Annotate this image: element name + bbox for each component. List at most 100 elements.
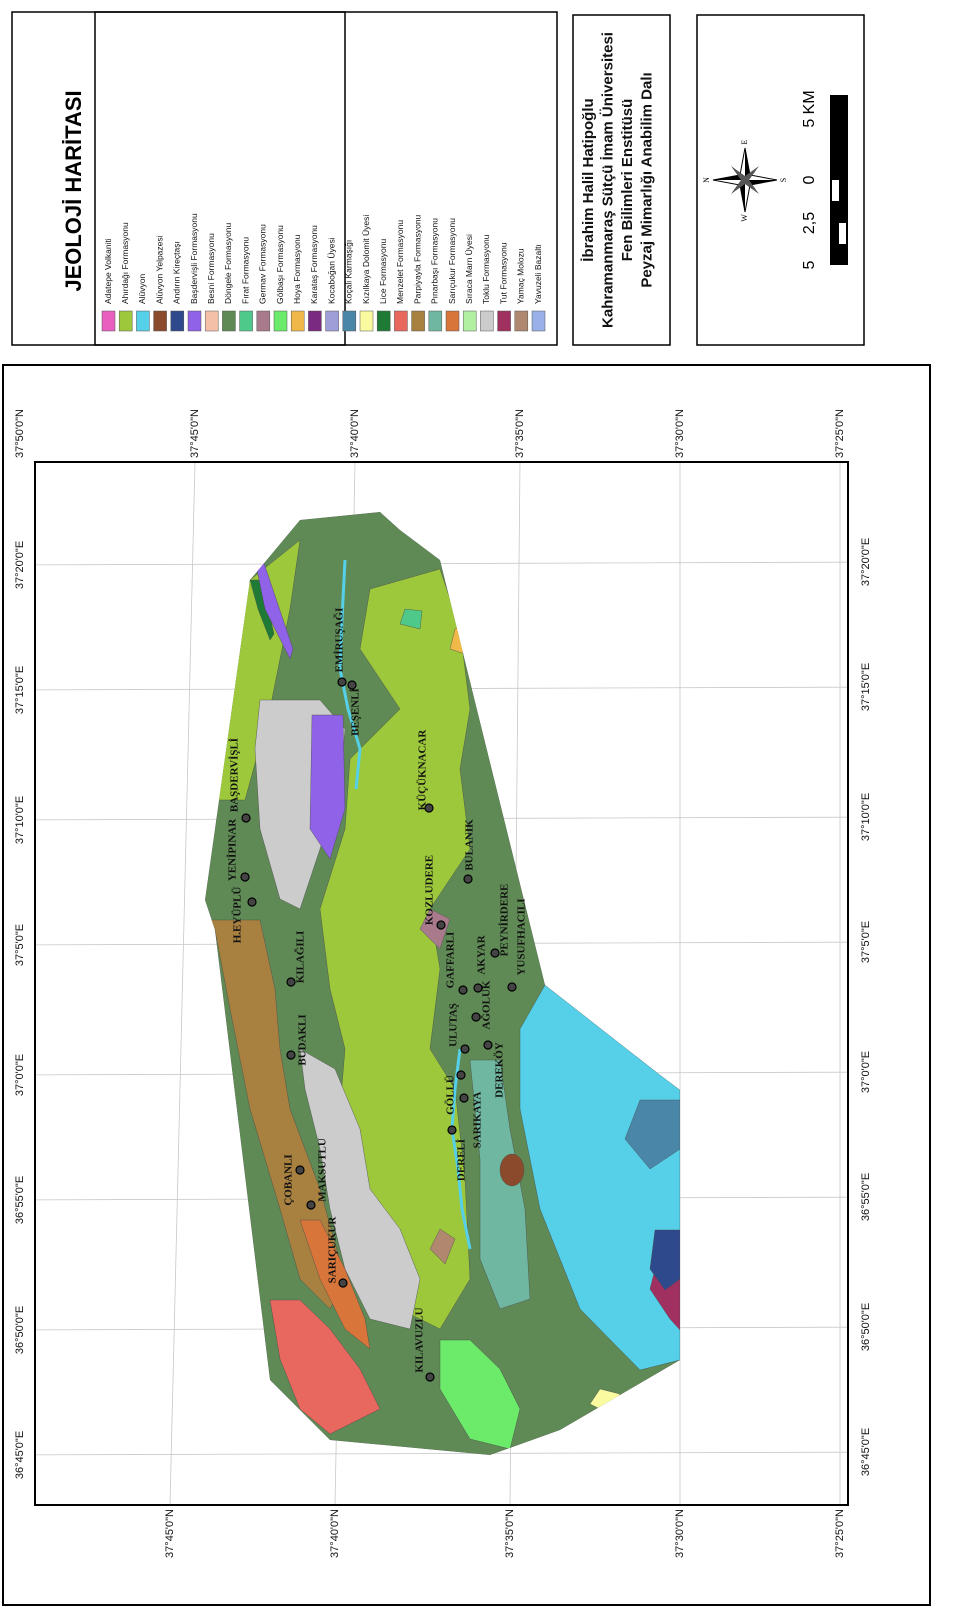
legend-label: Döngele Formasyonu [223, 222, 233, 304]
longitude-label: 37°15'0"E [860, 663, 872, 711]
place-label: YUSUFHACILI [516, 898, 528, 975]
latitude-label: 37°25'0"N [834, 1509, 846, 1558]
legend-label: Andırın Kireçtaşı [172, 241, 182, 304]
legend-label: Hoya Formasyonu [292, 234, 302, 304]
place-label: BEŞENLİ [350, 688, 362, 736]
legend-label: Kocaboğan Üyesi [326, 237, 336, 304]
scale-label: 2,5 [801, 212, 818, 234]
latitude-label: 37°45'0"N [164, 1509, 176, 1558]
place-dot [241, 873, 249, 881]
legend-label: Karataş Formasyonu [309, 225, 319, 304]
legend-label: Koçali Karmaşığı [344, 240, 354, 304]
credit-line: Peyzaj Mimarlığı Anabilim Dalı [638, 72, 655, 287]
credit-line: Fen Bilimleri Enstitüsü [619, 99, 636, 262]
place-label: PEYNİRDERE [499, 884, 511, 957]
scale-label: 5 [801, 260, 818, 269]
place-label: KOZLUDERE [424, 855, 436, 925]
legend-label: Toklu Formasyonu [481, 234, 491, 304]
latitude-label: 37°40'0"N [349, 409, 361, 458]
legend-label: Parpiyayla Formasyonu [412, 214, 422, 304]
legend-swatch [291, 311, 304, 331]
legend-label: Germav Formasyonu [258, 224, 268, 304]
latitude-label: 37°25'0"N [834, 409, 846, 458]
legend-swatch [446, 311, 459, 331]
latitude-label: 37°50'0"N [14, 409, 26, 458]
place-label: GAFFARLI [445, 932, 457, 989]
place-label: BUDAKLI [297, 1014, 309, 1065]
place-label: SARIKAYA [472, 1092, 484, 1149]
place-dot [472, 1013, 480, 1021]
scale-bar [830, 95, 848, 265]
map-title: JEOLOJİ HARİTASI [61, 90, 86, 291]
place-dot [437, 921, 445, 929]
map-sheet: BAŞDERVİŞLİYENİPINARH.EYÜPLÜKILAĞILIBUDA… [0, 0, 953, 1609]
place-dot [242, 814, 250, 822]
legend-label: Gölbaşı Formasyonu [275, 225, 285, 304]
place-dot [307, 1201, 315, 1209]
place-dot [461, 1045, 469, 1053]
place-label: ÇOBANLI [283, 1154, 295, 1205]
longitude-label: 37°5'0"E [14, 924, 26, 966]
credit-line: İbrahim Halil Hatipoğlu [580, 98, 597, 261]
longitude-label: 37°0'0"E [860, 1051, 872, 1093]
place-label: DEREKÖY [493, 1042, 506, 1098]
latitude-label: 37°35'0"N [504, 1509, 516, 1558]
place-dot [248, 898, 256, 906]
compass-rose: N E S W [702, 139, 788, 221]
legend-label: Pınarbaşı Formasyonu [430, 218, 440, 304]
map-layout: BAŞDERVİŞLİYENİPINARH.EYÜPLÜKILAĞILIBUDA… [0, 0, 953, 1609]
legend-swatch [377, 311, 390, 331]
legend-swatch [188, 311, 201, 331]
legend-swatch [119, 311, 132, 331]
place-label: EMİRUŞAĞI [333, 608, 346, 673]
legend-label: Ahırdağı Formasyonu [120, 222, 130, 304]
place-dot [338, 678, 346, 686]
legend-label: Kızılkaya Dolomit Üyesi [361, 215, 371, 304]
place-dot [464, 875, 472, 883]
legend-label: Tut Formasyonu [498, 242, 508, 304]
legend-label: Sarıçukur Formasyonu [447, 218, 457, 304]
place-label: AKYAR [476, 934, 488, 974]
parallel [170, 462, 195, 1505]
legend-swatch [343, 311, 356, 331]
place-label: H.EYÜPLÜ [231, 887, 244, 944]
longitude-label: 37°15'0"E [14, 666, 26, 714]
legend-label: Besni Formasyonu [206, 233, 216, 304]
compass-n: N [702, 177, 711, 183]
legend-swatch [205, 311, 218, 331]
legend-swatch [412, 311, 425, 331]
legend-swatch [498, 311, 511, 331]
legend-swatch [257, 311, 270, 331]
place-label: ULUTAŞ [448, 1003, 460, 1047]
place-label: YENİPINAR [227, 818, 239, 881]
latitude-label: 37°45'0"N [189, 409, 201, 458]
scale-label: 5 KM [801, 90, 818, 127]
place-label: BULANIK [464, 819, 476, 871]
meridian [0, 562, 900, 565]
legend-label: Yavuzeli Bazaltı [533, 244, 543, 304]
place-dot [296, 1166, 304, 1174]
geology [205, 512, 680, 1455]
legend-swatch [394, 311, 407, 331]
place-dot [484, 1041, 492, 1049]
longitude-label: 37°10'0"E [14, 796, 26, 844]
longitude-label: 36°45'0"E [14, 1431, 26, 1479]
place-label: BAŞDERVİŞLİ [229, 738, 241, 812]
longitude-label: 37°10'0"E [860, 793, 872, 841]
place-label: KÜÇÜKNACAR [416, 729, 429, 811]
place-dot [460, 1094, 468, 1102]
legend-label: Başdervişli Formasyonu [189, 213, 199, 304]
longitude-label: 36°50'0"E [860, 1303, 872, 1351]
legend-label: Yamaç Molozu [516, 248, 526, 304]
place-dot [426, 1373, 434, 1381]
latitude-label: 37°30'0"N [674, 1509, 686, 1558]
place-dot [474, 984, 482, 992]
latitude-label: 37°30'0"N [674, 409, 686, 458]
place-dot [459, 986, 467, 994]
place-dot [287, 1051, 295, 1059]
credits: İbrahim Halil HatipoğluKahramanmaraş Süt… [580, 32, 656, 328]
legend-swatch [154, 311, 167, 331]
legend-swatch [360, 311, 373, 331]
legend-swatch [326, 311, 339, 331]
